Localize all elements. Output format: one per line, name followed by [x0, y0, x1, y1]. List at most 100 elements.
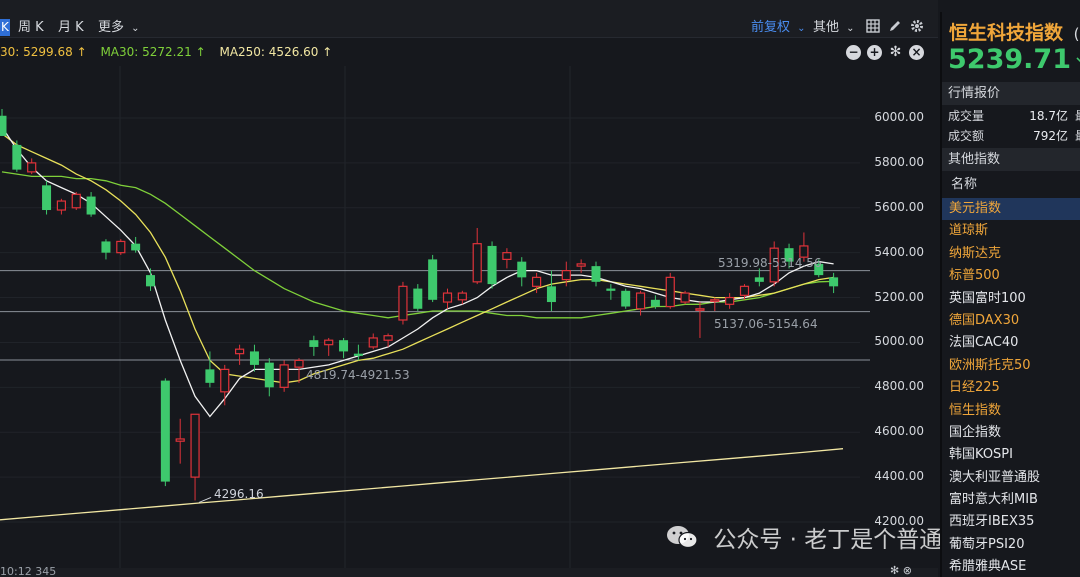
y-tick-label: 5600.00 — [874, 199, 924, 214]
candle-body-down — [12, 144, 22, 170]
tab-weekly-k[interactable]: 周 K — [18, 20, 44, 35]
annotation-range-mid: 5137.06-5154.64 — [714, 317, 818, 331]
candle-body-up — [442, 292, 453, 303]
candle-body-down — [754, 277, 764, 282]
annotation-low-price: 4296.16 — [214, 487, 264, 501]
stat-cut: 最 — [1075, 106, 1080, 127]
candle-body-down — [205, 369, 215, 383]
candle-body-down — [0, 115, 7, 136]
candle-body-up — [710, 299, 720, 302]
bottom-status-strip: 10:12 345 ✻ ⊗ — [0, 564, 938, 577]
y-tick-label: 5000.00 — [874, 334, 924, 349]
candle-body-down — [650, 299, 660, 307]
candle-body-up — [576, 263, 586, 267]
candle-body-down — [101, 241, 111, 253]
y-tick-label: 5800.00 — [874, 154, 924, 169]
candle-body-up — [383, 335, 393, 341]
index-list-item[interactable]: 葡萄牙PSI20 — [949, 536, 1025, 552]
candle-body-up — [235, 348, 245, 355]
candle-body-down — [487, 245, 497, 285]
candle-body-down — [131, 243, 141, 251]
draw-pen-icon[interactable] — [886, 19, 904, 37]
candle-body-down — [160, 380, 170, 482]
candle-body-down — [428, 259, 438, 300]
tab-daily-k[interactable]: K — [0, 19, 10, 36]
index-list-item[interactable]: 国企指数 — [949, 424, 1002, 440]
y-tick-label: 4200.00 — [874, 514, 924, 528]
index-list-item[interactable]: 澳大利亚普通股 — [949, 469, 1041, 485]
candle-body-down — [146, 275, 155, 287]
index-info-panel: 恒生科技指数 ( 5239.71 ↘ 行情报价 成交量 18.7亿 最 成交额 … — [940, 12, 1080, 577]
candle-body-up — [71, 193, 81, 209]
y-tick-label: 5400.00 — [874, 244, 924, 259]
index-list-item[interactable]: 西班牙IBEX35 — [949, 514, 1035, 530]
y-tick-label: 4400.00 — [874, 469, 924, 484]
close-icon[interactable]: × — [909, 45, 924, 60]
candle-body-down — [42, 185, 52, 211]
chart-canvas — [0, 66, 870, 577]
candle-body-up — [27, 162, 37, 173]
other-dropdown[interactable]: 其他 ⌄ — [813, 19, 855, 37]
candle-body-down — [264, 362, 274, 388]
index-title-cut: ( — [1073, 25, 1080, 43]
index-list-item[interactable]: 韩国KOSPI — [949, 447, 1013, 463]
settings-gear-icon[interactable] — [908, 19, 926, 37]
candle-body-down — [86, 196, 96, 215]
other-index-section-header: 其他指数 — [942, 148, 1080, 171]
candle-body-up — [175, 438, 185, 442]
candle-body-down — [621, 290, 631, 307]
index-list-item[interactable]: 富时意大利MIB — [949, 492, 1038, 508]
chevron-down-icon: ⌄ — [131, 23, 140, 34]
stat-value: 792亿 — [1033, 129, 1068, 143]
adjust-label: 前复权 — [751, 20, 791, 35]
candle-body-up — [457, 292, 467, 301]
candle-body-up — [680, 292, 690, 303]
zoom-in-icon[interactable]: + — [867, 45, 882, 60]
candle-body-down — [339, 340, 349, 352]
index-list-item[interactable]: 纳斯达克 — [949, 245, 1002, 261]
index-list-item[interactable]: 欧洲斯托克50 — [949, 357, 1031, 373]
wechat-logo-icon — [667, 526, 698, 549]
stat-label: 成交量 — [948, 109, 985, 123]
index-list-item[interactable]: 标普500 — [949, 268, 1000, 284]
index-list-item[interactable]: 恒生指数 — [949, 402, 1002, 418]
layout-grid-icon[interactable] — [864, 19, 882, 37]
adjust-dropdown[interactable]: 前复权 ⌄ — [751, 19, 806, 37]
chevron-down-icon: ⌄ — [846, 23, 855, 34]
index-list-item[interactable]: 希腊雅典ASE — [949, 559, 1027, 575]
chart-toolbar: K 周 K 月 K 更多 ⌄ 前复权 ⌄ 其他 ⌄ — [0, 0, 938, 38]
candle-body-down — [591, 266, 601, 282]
candle-body-up — [799, 245, 809, 258]
stat-label: 成交额 — [948, 129, 985, 143]
index-list-item[interactable]: 日经225 — [949, 380, 1000, 396]
candlestick-chart[interactable]: 6000.00 5800.00 5600.00 5400.00 5200.00 5000.… — [0, 66, 938, 577]
y-tick-label: 4800.00 — [874, 379, 924, 394]
candle-body-down — [814, 263, 824, 276]
bottom-settings-icon[interactable]: ✻ ⊗ — [890, 564, 912, 577]
stat-turnover: 成交额 792亿 最 — [942, 126, 1080, 147]
index-list-item[interactable]: 美元指数 — [942, 198, 1080, 221]
candle-body-up — [279, 364, 289, 388]
ma-settings-gear-icon[interactable]: ✻ — [889, 44, 902, 60]
index-list-item[interactable]: 法国CAC40 — [949, 335, 1019, 351]
ma-legend: 30: 5299.68 ↑ MA30: 5272.21 ↑ MA250: 452… — [0, 43, 332, 61]
other-label: 其他 — [813, 20, 840, 35]
candle-body-up — [769, 247, 779, 283]
index-list-item[interactable]: 德国DAX30 — [949, 312, 1020, 328]
ma30-line — [1, 171, 834, 319]
candle-body-up — [398, 285, 408, 321]
index-list-item[interactable]: 道琼斯 — [949, 223, 989, 239]
candle-body-up — [368, 337, 378, 348]
candle-body-up — [502, 252, 512, 261]
candle-body-up — [324, 339, 334, 346]
index-list-item[interactable]: 英国富时100 — [949, 290, 1026, 306]
more-label: 更多 — [98, 20, 125, 35]
zoom-out-icon[interactable]: − — [846, 45, 861, 60]
tab-monthly-k[interactable]: 月 K — [58, 20, 84, 35]
chevron-down-icon: ⌄ — [797, 23, 806, 34]
more-dropdown[interactable]: 更多 ⌄ — [98, 19, 140, 37]
stat-cut: 最 — [1075, 126, 1080, 147]
candle-body-up — [635, 292, 646, 310]
bottom-time: 10:12 345 — [0, 565, 57, 577]
candle-body-down — [309, 340, 319, 347]
